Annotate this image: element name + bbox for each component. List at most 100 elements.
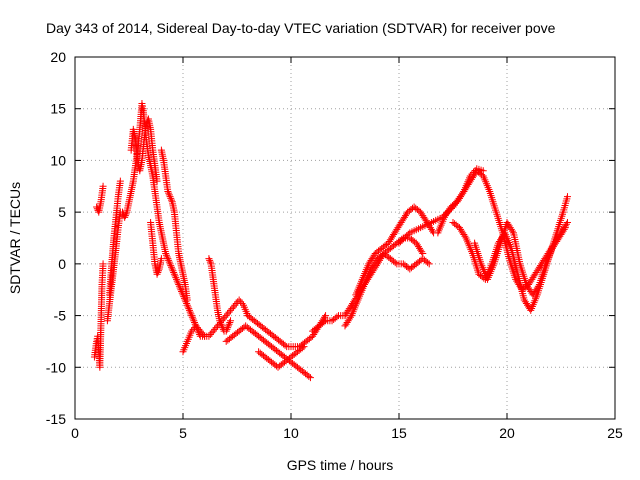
data-point bbox=[224, 324, 232, 332]
data-point bbox=[167, 194, 175, 202]
data-point bbox=[333, 313, 341, 321]
data-point bbox=[188, 313, 196, 321]
data-point bbox=[165, 189, 173, 197]
series-arc-g bbox=[157, 146, 191, 304]
data-point bbox=[153, 270, 161, 278]
series-arc-c bbox=[103, 100, 209, 340]
data-point bbox=[401, 233, 409, 241]
data-point bbox=[172, 274, 180, 282]
data-point bbox=[193, 324, 201, 332]
data-point bbox=[235, 296, 243, 304]
series-arc-q bbox=[434, 165, 487, 237]
data-point bbox=[216, 317, 224, 325]
data-point bbox=[121, 212, 129, 220]
data-point bbox=[116, 177, 124, 185]
data-point bbox=[164, 187, 172, 195]
data-point bbox=[216, 318, 224, 326]
y-tick-label: -15 bbox=[46, 411, 66, 427]
data-point bbox=[170, 268, 178, 276]
data-point bbox=[211, 325, 219, 333]
data-point bbox=[424, 259, 432, 267]
data-point bbox=[237, 298, 245, 306]
data-point bbox=[196, 327, 204, 335]
data-point bbox=[470, 168, 478, 176]
data-point bbox=[563, 193, 571, 201]
data-point bbox=[189, 315, 197, 323]
x-axis-label: GPS time / hours bbox=[287, 457, 394, 473]
data-point bbox=[185, 305, 193, 313]
data-point bbox=[182, 298, 190, 306]
data-point bbox=[466, 172, 474, 180]
series-arc-e bbox=[127, 115, 161, 185]
y-tick-label: 0 bbox=[58, 256, 66, 272]
data-point bbox=[225, 320, 233, 328]
y-tick-label: -5 bbox=[54, 308, 67, 324]
data-point bbox=[165, 191, 173, 199]
data-point bbox=[122, 210, 130, 218]
data-point bbox=[397, 238, 405, 246]
data-point bbox=[155, 267, 163, 275]
data-point bbox=[176, 284, 184, 292]
data-point bbox=[306, 374, 314, 382]
data-point bbox=[221, 313, 229, 321]
data-point bbox=[298, 344, 306, 352]
data-point bbox=[121, 213, 129, 221]
data-point bbox=[534, 282, 542, 290]
data-point bbox=[425, 260, 433, 268]
y-tick-label: 5 bbox=[58, 204, 66, 220]
x-tick-label: 15 bbox=[391, 425, 407, 441]
y-axis-label: SDTVAR / TECUs bbox=[7, 182, 23, 294]
data-point bbox=[468, 170, 476, 178]
data-point bbox=[209, 327, 217, 335]
data-point bbox=[162, 250, 170, 258]
y-tick-label: 10 bbox=[50, 152, 66, 168]
chart-title: Day 343 of 2014, Sidereal Day-to-day VTE… bbox=[46, 20, 556, 36]
data-point bbox=[186, 308, 194, 316]
data-point bbox=[508, 227, 516, 235]
data-point bbox=[225, 308, 233, 316]
series-arc-s bbox=[471, 218, 569, 299]
data-point bbox=[162, 251, 170, 259]
data-point bbox=[224, 310, 232, 318]
data-point bbox=[561, 224, 569, 232]
data-point bbox=[195, 325, 203, 333]
series-arc-k bbox=[244, 312, 330, 351]
x-tick-label: 20 bbox=[499, 425, 515, 441]
y-tick-label: 20 bbox=[50, 49, 66, 65]
data-point bbox=[228, 305, 236, 313]
y-tick-label: 15 bbox=[50, 101, 66, 117]
data-point bbox=[222, 312, 230, 320]
x-tick-label: 10 bbox=[283, 425, 299, 441]
data-point bbox=[187, 310, 195, 318]
data-point bbox=[185, 306, 193, 314]
data-point bbox=[404, 230, 412, 238]
data-point bbox=[205, 255, 213, 263]
data-point bbox=[157, 255, 165, 263]
data-point bbox=[562, 220, 570, 228]
data-point bbox=[188, 312, 196, 320]
series-arc-n bbox=[341, 250, 433, 330]
data-point bbox=[179, 291, 187, 299]
grid-lines bbox=[75, 57, 615, 419]
data-point bbox=[227, 306, 235, 314]
data-point bbox=[206, 258, 214, 266]
axis-ticks bbox=[74, 56, 616, 420]
data-point bbox=[223, 325, 231, 333]
data-marks bbox=[90, 100, 571, 382]
data-point bbox=[99, 182, 107, 190]
data-point bbox=[206, 256, 214, 264]
data-point bbox=[188, 327, 196, 335]
series-arc-b bbox=[93, 182, 107, 216]
data-point bbox=[175, 282, 183, 290]
data-point bbox=[217, 320, 225, 328]
data-point bbox=[459, 189, 467, 197]
data-point bbox=[208, 329, 216, 337]
data-point bbox=[205, 332, 213, 340]
tick-labels: 0 5 10 15 20 25 -15 -10 -5 0 5 10 15 20 bbox=[46, 49, 623, 441]
data-point bbox=[418, 248, 426, 256]
data-point bbox=[167, 196, 175, 204]
data-point bbox=[218, 322, 226, 330]
series-arc-f bbox=[147, 218, 165, 278]
data-point bbox=[479, 167, 487, 175]
